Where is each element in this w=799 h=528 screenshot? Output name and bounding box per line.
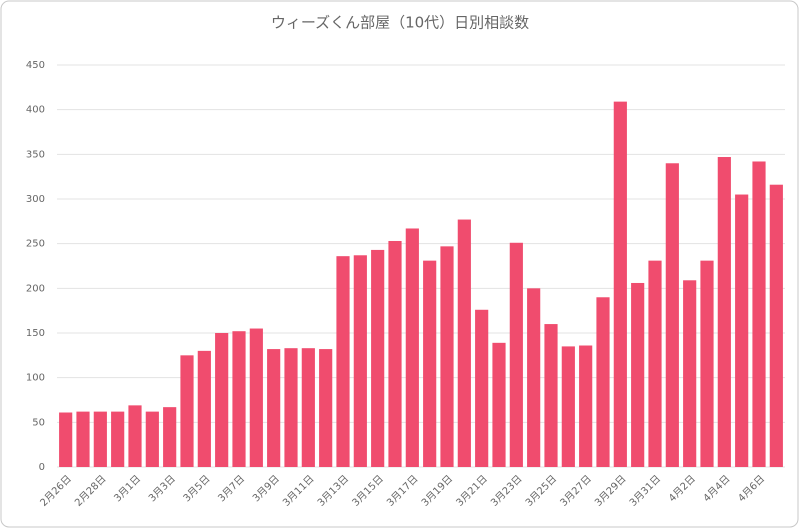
y-tick-label: 300 [26, 194, 45, 205]
bar [267, 349, 281, 467]
y-tick-label: 0 [39, 462, 45, 473]
bar [527, 288, 541, 467]
y-tick-label: 400 [26, 105, 45, 116]
bar [371, 249, 385, 467]
bar [388, 240, 402, 467]
bar [717, 157, 731, 467]
bar [59, 412, 73, 467]
y-tick-label: 200 [26, 283, 45, 294]
bar [440, 246, 454, 467]
bar [405, 228, 419, 467]
bar [683, 280, 697, 467]
bar [215, 333, 229, 467]
y-tick-label: 350 [26, 149, 45, 160]
bar [769, 184, 783, 467]
bar [145, 411, 159, 467]
y-tick-label: 150 [26, 328, 45, 339]
bar [631, 282, 645, 467]
bar [128, 405, 142, 467]
y-tick-label: 250 [26, 239, 45, 250]
y-tick-label: 50 [32, 417, 45, 428]
bar [301, 348, 315, 467]
bar [423, 260, 437, 467]
bar [752, 161, 766, 468]
bar [665, 163, 679, 467]
bar [284, 348, 298, 467]
bar [613, 101, 627, 468]
bar [457, 219, 471, 467]
bar [232, 331, 246, 467]
bar [544, 324, 558, 467]
bar [163, 407, 177, 467]
bar [336, 256, 350, 467]
bar [111, 411, 125, 467]
bar [509, 242, 523, 467]
bar [492, 342, 506, 467]
bar [180, 355, 194, 467]
bar [648, 260, 662, 467]
bar [475, 309, 489, 467]
bar [319, 349, 333, 467]
y-tick-label: 100 [26, 373, 45, 384]
bar [700, 260, 714, 467]
bar [596, 297, 610, 467]
y-tick-label: 450 [26, 60, 45, 71]
bar [735, 194, 749, 468]
bar [579, 345, 593, 467]
bar [197, 350, 211, 467]
bar [249, 328, 263, 467]
bar [76, 411, 90, 467]
chart-title: ウィーズくん部屋（10代）日別相談数 [271, 14, 529, 32]
bar [561, 346, 575, 467]
bar [93, 411, 107, 467]
bar [353, 255, 367, 467]
